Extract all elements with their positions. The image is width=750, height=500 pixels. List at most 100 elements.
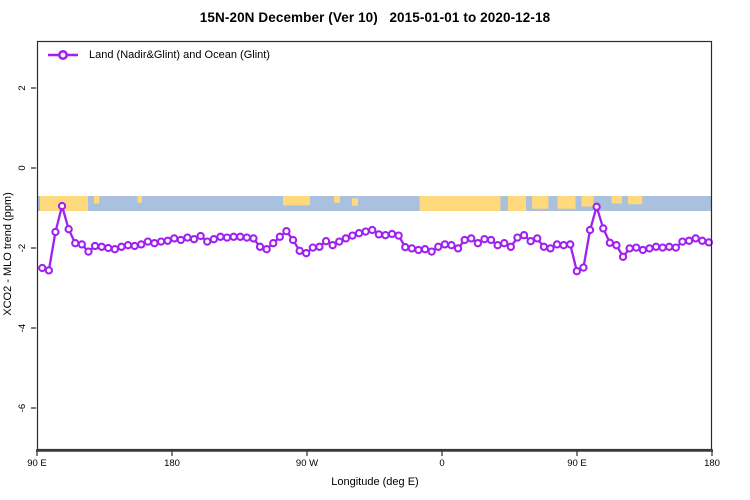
- data-point-marker: [387, 229, 397, 239]
- data-point-marker: [163, 236, 172, 245]
- data-point-marker: [684, 236, 694, 245]
- data-point-marker: [269, 239, 278, 248]
- data-line: [41, 204, 710, 273]
- x-tick-label: 0: [439, 458, 444, 469]
- land-patch: [352, 198, 358, 206]
- data-point-marker: [381, 231, 390, 240]
- data-point-marker: [440, 240, 449, 249]
- legend: Land (Nadir&Glint) and Ocean (Glint): [46, 48, 270, 62]
- data-point-marker: [328, 241, 337, 250]
- data-point-marker: [579, 263, 588, 272]
- data-point-marker: [242, 233, 251, 242]
- land-patch: [419, 196, 501, 211]
- y-axis-title: XCO2 - MLO trend (ppm): [2, 192, 14, 316]
- data-point-marker: [51, 227, 60, 237]
- data-point-marker: [77, 240, 86, 249]
- data-point-marker: [651, 242, 661, 251]
- data-point-marker: [196, 231, 205, 241]
- data-point-marker: [97, 242, 106, 251]
- data-point-marker: [341, 234, 350, 243]
- y-tick-label: 0: [17, 165, 28, 170]
- y-tick-label: -4: [17, 324, 28, 332]
- land-patch: [137, 196, 142, 203]
- data-point-marker: [361, 227, 370, 236]
- legend-label: Land (Nadir&Glint) and Ocean (Glint): [89, 49, 270, 61]
- chart-title: 15N-20N December (Ver 10) 2015-01-01 to …: [199, 10, 551, 25]
- data-point-marker: [209, 235, 218, 244]
- data-point-marker: [645, 244, 654, 253]
- data-point-marker: [38, 263, 47, 273]
- data-point-marker: [658, 243, 667, 252]
- data-point-marker: [374, 230, 383, 239]
- data-point-marker: [288, 235, 298, 245]
- land-patch: [611, 196, 622, 204]
- data-point-marker: [295, 246, 304, 255]
- data-point-marker: [698, 236, 707, 245]
- data-point-marker: [585, 225, 595, 235]
- data-point-marker: [519, 231, 529, 240]
- data-point-marker: [427, 247, 436, 256]
- data-point-marker: [64, 225, 73, 234]
- y-tick-label: -2: [17, 244, 28, 252]
- data-point-marker: [90, 241, 100, 251]
- data-point-marker: [282, 227, 291, 236]
- data-point-marker: [447, 241, 456, 250]
- data-point-marker: [552, 240, 562, 249]
- data-point-marker: [176, 235, 185, 245]
- land-patch: [334, 196, 340, 203]
- data-point-marker: [599, 224, 608, 233]
- data-point-marker: [275, 232, 284, 241]
- data-point-marker: [678, 237, 687, 246]
- data-point-marker: [526, 237, 535, 246]
- data-point-marker: [632, 243, 641, 252]
- data-point-marker: [559, 241, 568, 250]
- data-point-marker: [453, 244, 463, 253]
- data-point-marker: [539, 242, 548, 251]
- data-point-marker: [671, 243, 680, 252]
- data-point-marker: [222, 233, 232, 242]
- x-tick-label: 90 E: [567, 458, 587, 469]
- land-patch: [532, 196, 549, 209]
- data-point-marker: [460, 235, 469, 245]
- land-patch: [283, 196, 310, 206]
- data-point-marker: [44, 266, 53, 275]
- land-patch: [581, 196, 594, 207]
- x-tick-label: 90 E: [27, 458, 47, 469]
- data-point-marker: [401, 243, 410, 252]
- data-point-marker: [229, 232, 238, 241]
- data-point-marker: [189, 235, 199, 244]
- data-point-marker: [110, 245, 119, 254]
- data-point-marker: [302, 249, 311, 258]
- land-patch: [94, 196, 100, 204]
- data-point-marker: [486, 235, 496, 245]
- data-point-marker: [335, 237, 344, 246]
- data-point-marker: [156, 237, 166, 246]
- data-point-marker: [71, 239, 80, 248]
- data-point-marker: [84, 247, 93, 256]
- data-point-marker: [414, 245, 423, 255]
- data-point-marker: [308, 243, 317, 252]
- data-point-marker: [354, 229, 364, 238]
- data-point-marker: [170, 234, 179, 243]
- data-point-marker: [592, 202, 601, 211]
- data-point-marker: [321, 237, 331, 246]
- data-point-marker: [150, 239, 159, 248]
- data-point-marker: [203, 237, 212, 246]
- land-patch: [508, 196, 526, 211]
- data-point-marker: [506, 242, 515, 251]
- data-point-marker: [57, 201, 67, 211]
- data-point-marker: [625, 244, 634, 253]
- data-point-marker: [420, 245, 430, 254]
- data-point-marker: [493, 241, 502, 250]
- data-point-marker: [546, 244, 555, 253]
- data-point-marker: [618, 252, 628, 261]
- data-point-marker: [249, 234, 258, 243]
- data-point-marker: [130, 241, 139, 251]
- x-tick-label: 180: [704, 458, 720, 469]
- data-point-marker: [348, 231, 357, 240]
- data-point-marker: [691, 234, 700, 243]
- data-point-marker: [315, 242, 324, 251]
- data-point-marker: [394, 231, 403, 240]
